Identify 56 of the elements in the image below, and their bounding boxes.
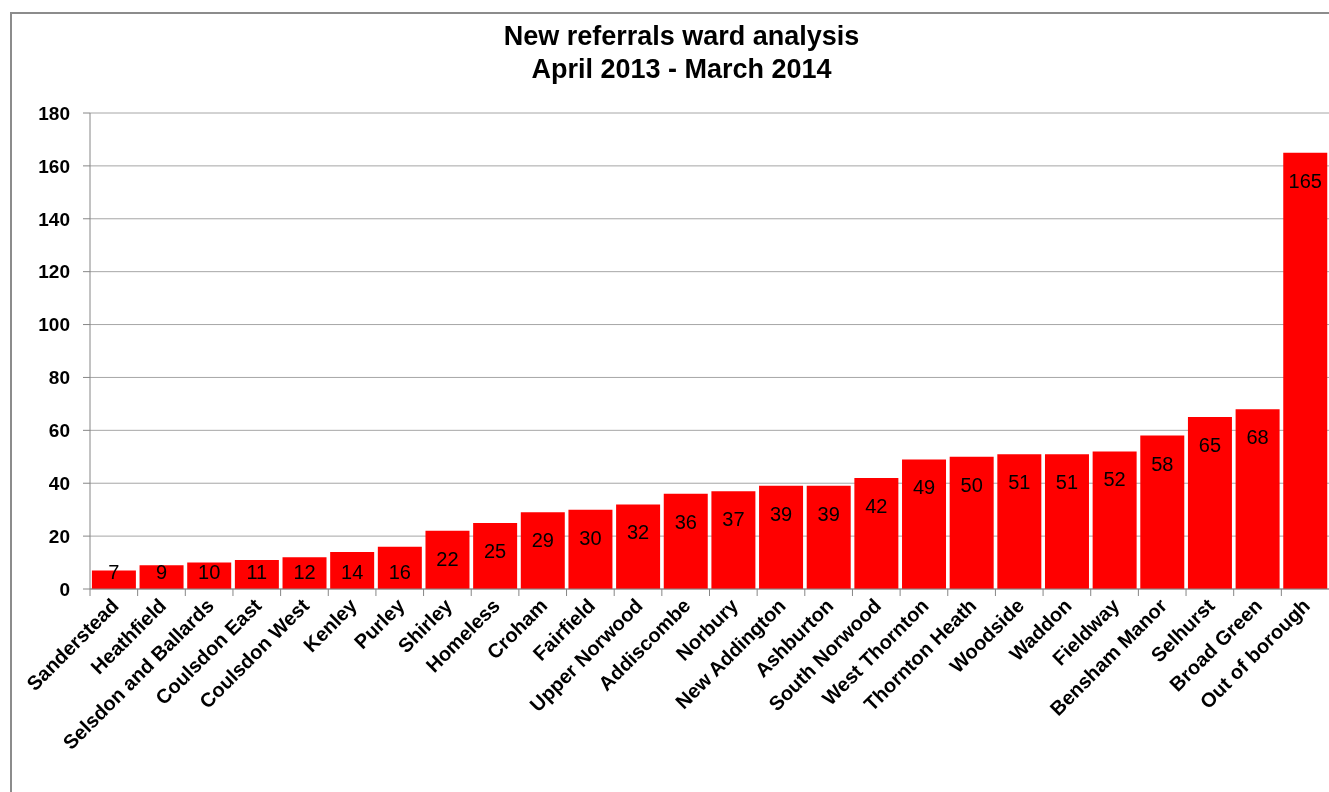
bar xyxy=(616,504,661,589)
data-label: 39 xyxy=(817,502,840,525)
bar xyxy=(806,485,851,589)
bar xyxy=(1140,435,1185,589)
y-tick-label: 80 xyxy=(48,367,70,389)
bar xyxy=(568,509,613,589)
data-label: 51 xyxy=(1055,471,1079,494)
data-label: 37 xyxy=(722,508,745,531)
data-label: 68 xyxy=(1246,426,1269,449)
y-tick-label: 100 xyxy=(38,314,70,336)
bar xyxy=(1283,152,1328,589)
bar xyxy=(1235,409,1280,589)
y-tick-label: 40 xyxy=(48,472,70,494)
bar xyxy=(902,459,947,589)
data-label: 14 xyxy=(341,561,364,583)
bar xyxy=(997,454,1042,589)
chart-title: New referrals ward analysis xyxy=(502,20,861,53)
data-label: 165 xyxy=(1288,169,1322,192)
data-label: 65 xyxy=(1198,434,1222,457)
chart-subtitle: April 2013 - March 2014 xyxy=(530,53,833,86)
data-label: 9 xyxy=(156,561,168,583)
y-tick-label: 160 xyxy=(38,155,70,177)
data-label: 10 xyxy=(198,561,221,583)
y-tick-label: 0 xyxy=(59,578,70,600)
bar xyxy=(425,530,470,589)
data-label: 52 xyxy=(1103,468,1126,491)
y-tick-label: 180 xyxy=(38,102,70,124)
bar xyxy=(759,485,804,589)
data-label: 50 xyxy=(960,473,983,496)
y-tick-label: 20 xyxy=(48,525,70,547)
y-tick-label: 60 xyxy=(48,420,70,442)
bar xyxy=(711,491,756,589)
bar xyxy=(473,522,518,589)
data-label: 51 xyxy=(1008,471,1031,494)
data-label: 39 xyxy=(769,502,793,525)
data-label: 22 xyxy=(436,547,459,570)
bar xyxy=(949,456,994,589)
data-label: 58 xyxy=(1151,452,1174,475)
data-label: 30 xyxy=(579,526,602,549)
data-label: 32 xyxy=(626,521,650,544)
bar xyxy=(520,512,565,589)
bar xyxy=(1187,417,1232,589)
data-label: 36 xyxy=(674,510,697,533)
data-label: 12 xyxy=(293,561,316,583)
data-label: 25 xyxy=(484,539,507,562)
data-label: 11 xyxy=(246,561,268,583)
data-label: 29 xyxy=(531,529,554,552)
y-tick-label: 120 xyxy=(38,261,70,283)
y-tick-label: 140 xyxy=(38,208,70,230)
data-label: 42 xyxy=(865,494,888,517)
bar xyxy=(663,493,708,589)
bar xyxy=(1092,451,1137,589)
data-label: 49 xyxy=(912,476,936,499)
bar xyxy=(854,477,899,589)
data-label: 16 xyxy=(388,561,411,583)
bar xyxy=(1044,454,1089,589)
